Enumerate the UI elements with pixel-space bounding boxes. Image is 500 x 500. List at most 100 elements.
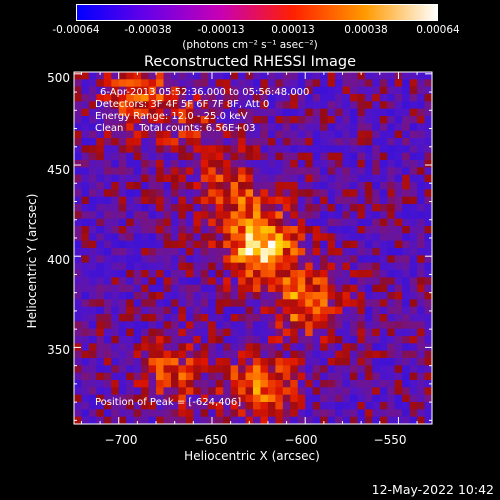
heatmap-cell	[357, 321, 366, 330]
heatmap-cell	[320, 248, 329, 256]
heatmap-cell	[290, 328, 299, 337]
heatmap-cell	[238, 101, 247, 110]
heatmap-cell	[349, 394, 359, 403]
heatmap-cell	[327, 218, 336, 227]
heatmap-cell	[349, 196, 359, 205]
heatmap-cell	[320, 314, 329, 322]
heatmap-cell	[230, 167, 239, 176]
heatmap-cell	[409, 314, 418, 322]
heatmap-cell	[118, 233, 127, 242]
heatmap-cell	[275, 79, 284, 88]
heatmap-cell	[96, 350, 105, 359]
heatmap-cell	[402, 306, 411, 315]
heatmap-cell	[379, 270, 388, 278]
heatmap-cell	[126, 174, 135, 183]
heatmap-cell	[327, 233, 336, 242]
heatmap-cell	[267, 204, 276, 212]
heatmap-cell	[215, 152, 224, 161]
heatmap-cell	[357, 233, 366, 242]
heatmap-cell	[282, 380, 291, 388]
heatmap-cell	[364, 204, 373, 212]
heatmap-cell	[409, 240, 418, 249]
heatmap-cell	[402, 409, 411, 418]
heatmap-cell	[163, 270, 172, 278]
heatmap-cell	[88, 248, 97, 256]
heatmap-cell	[126, 365, 135, 374]
heatmap-cell	[141, 416, 150, 425]
heatmap-cell	[156, 306, 165, 315]
heatmap-cell	[335, 321, 344, 330]
heatmap-cell	[88, 292, 97, 300]
heatmap-cell	[238, 211, 247, 220]
heatmap-cell	[372, 387, 381, 396]
heatmap-cell	[163, 299, 172, 308]
heatmap-cell	[103, 160, 112, 168]
heatmap-cell	[88, 343, 97, 352]
heatmap-cell	[163, 189, 172, 198]
heatmap-cell	[200, 350, 209, 359]
heatmap-cell	[103, 174, 112, 183]
heatmap-cell	[163, 262, 172, 271]
heatmap-cell	[185, 218, 194, 227]
heatmap-cell	[372, 314, 381, 322]
heatmap-cell	[170, 240, 180, 249]
y-axis-label: Heliocentric Y (arcsec)	[25, 193, 39, 329]
heatmap-cell	[275, 160, 284, 168]
heatmap-cell	[282, 306, 291, 315]
heatmap-cell	[394, 130, 403, 139]
heatmap-cell	[126, 277, 135, 286]
heatmap-cell	[372, 211, 381, 220]
heatmap-cell	[417, 402, 426, 410]
heatmap-cell	[96, 79, 105, 88]
heatmap-cell	[163, 372, 172, 381]
heatmap-cell	[357, 262, 366, 271]
heatmap-cell	[193, 299, 202, 308]
heatmap-cell	[387, 79, 396, 88]
heatmap-cell	[267, 160, 276, 168]
heatmap-cell	[193, 138, 202, 146]
heatmap-cell	[253, 343, 262, 352]
heatmap-cell	[349, 79, 359, 88]
heatmap-cell	[320, 336, 329, 344]
heatmap-cell	[238, 314, 247, 322]
heatmap-cell	[133, 262, 142, 271]
heatmap-cell	[335, 86, 344, 95]
heatmap-cell	[193, 350, 202, 359]
heatmap-cell	[141, 321, 150, 330]
heatmap-cell	[357, 204, 366, 212]
heatmap-cell	[402, 270, 411, 278]
heatmap-cell	[275, 299, 284, 308]
heatmap-cell	[379, 86, 388, 95]
heatmap-cell	[320, 123, 329, 132]
heatmap-cell	[379, 218, 388, 227]
heatmap-cell	[260, 358, 269, 366]
heatmap-cell	[178, 306, 187, 315]
heatmap-cell	[379, 299, 388, 308]
heatmap-cell	[379, 160, 388, 168]
annotation-peak-position: Position of Peak = [-624,406]	[95, 397, 242, 408]
heatmap-cell	[305, 284, 314, 293]
heatmap-cell	[305, 387, 314, 396]
heatmap-cell	[387, 402, 396, 410]
heatmap-cell	[342, 233, 351, 242]
heatmap-cell	[223, 284, 232, 293]
heatmap-cell	[357, 101, 366, 110]
heatmap-cell	[148, 152, 157, 161]
heatmap-cell	[88, 116, 97, 124]
heatmap-cell	[387, 277, 396, 286]
heatmap-cell	[357, 292, 366, 300]
heatmap-cell	[409, 321, 418, 330]
heatmap-cell	[335, 196, 344, 205]
heatmap-cell	[111, 123, 120, 132]
heatmap-cell	[230, 416, 239, 425]
heatmap-cell	[148, 233, 157, 242]
heatmap-cell	[327, 314, 336, 322]
heatmap-cell	[260, 226, 269, 234]
heatmap-cell	[349, 262, 359, 271]
heatmap-cell	[238, 138, 247, 146]
heatmap-cell	[364, 189, 373, 198]
heatmap-cell	[96, 270, 105, 278]
heatmap-cell	[88, 130, 97, 139]
heatmap-cell	[394, 226, 403, 234]
heatmap-cell	[387, 306, 396, 315]
